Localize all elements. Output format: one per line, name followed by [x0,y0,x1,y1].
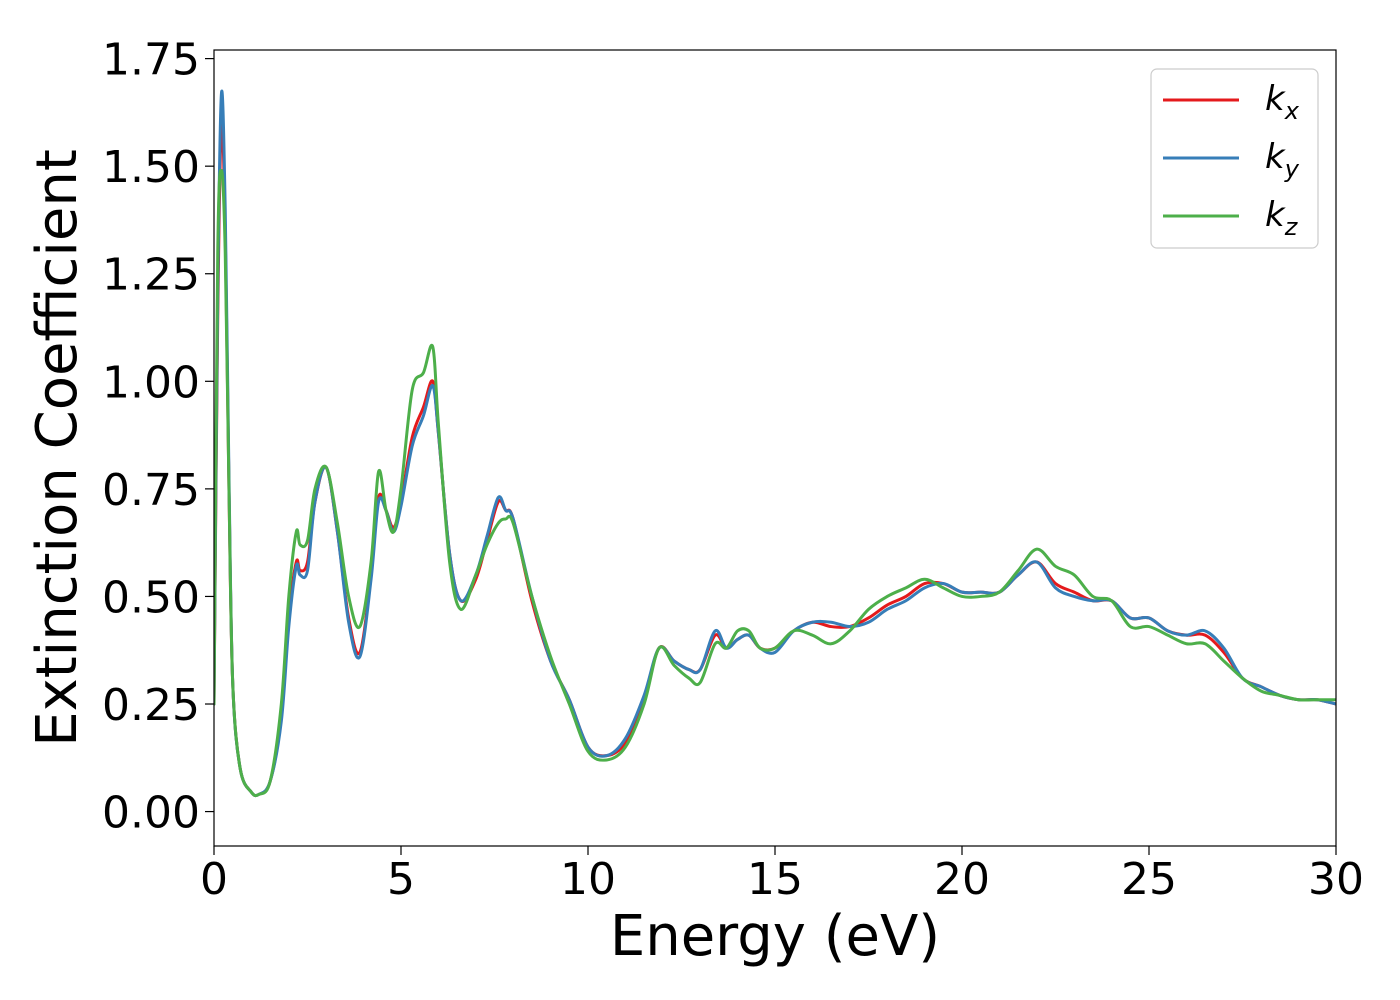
x-axis-title: Energy (eV) [610,904,940,969]
x-tick-label: 10 [560,854,616,905]
y-tick-label: 0.00 [102,788,200,839]
x-tick-label: 0 [200,854,228,905]
x-tick-label: 5 [387,854,415,905]
legend-label: kx [1265,79,1300,125]
y-tick-label: 0.75 [102,465,200,516]
legend-label: kz [1265,195,1299,241]
y-tick-label: 0.50 [102,572,200,623]
y-axis-title: Extinction Coefficient [25,149,90,747]
legend-label: ky [1265,137,1300,183]
y-tick-label: 1.25 [102,250,200,301]
axes: 0 5 10 15 20 25 30 0.00 0.25 0.50 0.75 1.00 1.25 1.50… [102,35,1364,905]
y-tick-label: 0.25 [102,680,200,731]
y-tick-label: 1.50 [102,142,200,193]
legend: kx ky kz [1150,68,1319,249]
y-tick-label: 1.75 [102,35,200,86]
plot-area [214,89,1336,798]
y-tick-label: 1.00 [102,357,200,408]
series-line-ky [214,89,1336,798]
x-tick-label: 15 [747,854,803,905]
x-tick-label: 20 [934,854,990,905]
series-line-kz [214,168,1336,798]
x-tick-label: 30 [1308,854,1364,905]
x-tick-label: 25 [1121,854,1177,905]
